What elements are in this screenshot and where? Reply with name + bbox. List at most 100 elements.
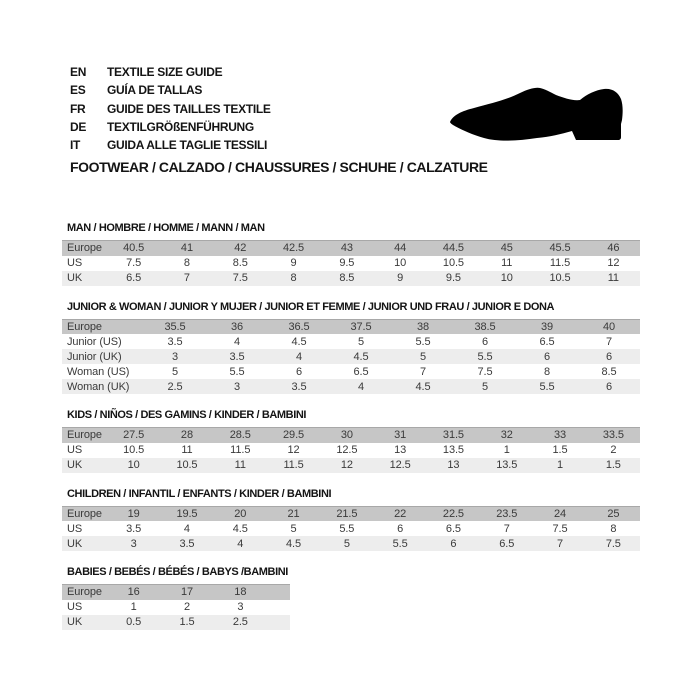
size-cell: 10.5 bbox=[442, 257, 464, 269]
size-row: US 7.5 8 8.5 9 9.5 10 10.5 11 11.5 12 bbox=[62, 256, 640, 271]
size-cell: 17 bbox=[160, 584, 214, 600]
size-cell: 41 bbox=[160, 240, 214, 256]
size-cell: 21 bbox=[266, 506, 321, 521]
size-cell: 22 bbox=[373, 506, 427, 521]
size-cell: 10.5 bbox=[123, 444, 145, 456]
language-row: EN TEXTILE SIZE GUIDE bbox=[70, 63, 271, 81]
size-cell: 7 bbox=[419, 365, 427, 378]
size-cell: 10 bbox=[480, 270, 534, 286]
size-cell: 11.5 bbox=[230, 444, 251, 456]
row-label: UK bbox=[62, 270, 107, 286]
size-cell: 16 bbox=[107, 584, 161, 600]
size-table-children: Europe 19 19.5 20 21 21.5 22 22.5 23.5 24 25 US 3.5 4… bbox=[62, 506, 640, 551]
table-section-junior-woman: JUNIOR & WOMAN / JUNIOR Y MUJER / JUNIOR… bbox=[62, 300, 640, 394]
size-cell: 3 bbox=[144, 349, 206, 364]
size-cell: 6.5 bbox=[539, 335, 555, 348]
size-cell: 3.5 bbox=[126, 522, 142, 535]
size-cell: 10.5 bbox=[533, 270, 587, 286]
size-cell: 27.5 bbox=[107, 427, 161, 443]
row-label: US bbox=[67, 444, 83, 456]
size-cell: 5 bbox=[290, 522, 297, 535]
language-label: GUÍA DE TALLAS bbox=[107, 83, 203, 98]
size-cell: 6.5 bbox=[107, 270, 161, 286]
size-cell: 19.5 bbox=[160, 506, 214, 521]
size-cell: 6 bbox=[481, 335, 489, 348]
size-cell: 29.5 bbox=[266, 427, 321, 443]
size-table-man: Europe 40.5 41 42 42.5 43 44 44.5 45 45.5 46 US 7.5 8… bbox=[62, 240, 640, 286]
size-row: Junior (UK) 3 3.5 4 4.5 5 5.5 6 6 bbox=[62, 349, 640, 364]
size-cell: 5 bbox=[320, 536, 374, 551]
size-cell: 4.5 bbox=[330, 349, 392, 364]
size-cell: 12 bbox=[607, 257, 620, 269]
size-cell: 9 bbox=[290, 257, 297, 269]
size-row: Europe 16 17 18 bbox=[62, 584, 290, 600]
size-cell: 4 bbox=[183, 522, 190, 535]
size-cell: 6 bbox=[426, 536, 481, 551]
size-cell: 33.5 bbox=[586, 427, 640, 443]
size-cell: 11.5 bbox=[549, 257, 571, 269]
size-cell: 42 bbox=[213, 240, 267, 256]
size-cell: 10 bbox=[394, 257, 407, 269]
size-cell: 4.5 bbox=[266, 536, 321, 551]
size-cell: 3.5 bbox=[167, 335, 183, 348]
size-cell: 7 bbox=[160, 270, 214, 286]
size-row: Junior (US) 3.5 4 4.5 5 5.5 6 6.5 7 bbox=[62, 334, 640, 349]
language-row: DE TEXTILGRÖßENFÜHRUNG bbox=[70, 118, 271, 136]
size-row: Europe 40.5 41 42 42.5 43 44 44.5 45 45.5 46 bbox=[62, 240, 640, 256]
size-cell: 3.5 bbox=[160, 536, 214, 551]
row-label: UK bbox=[62, 614, 107, 630]
size-cell: 5.5 bbox=[454, 349, 516, 364]
size-cell: 12 bbox=[287, 444, 300, 456]
size-cell: 4 bbox=[233, 335, 241, 348]
row-label: Europe bbox=[62, 319, 144, 334]
table-title: MAN / HOMBRE / HOMME / MANN / MAN bbox=[67, 222, 265, 234]
size-cell: 31 bbox=[373, 427, 427, 443]
language-code: ES bbox=[70, 83, 86, 98]
size-cell: 6.5 bbox=[445, 522, 461, 535]
size-cell: 6 bbox=[397, 522, 404, 535]
size-cell: 9 bbox=[373, 270, 427, 286]
size-cell: 4 bbox=[330, 379, 392, 394]
size-cell: 5.5 bbox=[516, 379, 578, 394]
row-label: Europe bbox=[62, 240, 107, 256]
size-cell: 6 bbox=[516, 349, 578, 364]
language-row: ES GUÍA DE TALLAS bbox=[70, 81, 271, 99]
table-title: KIDS / NIÑOS / DES GAMINS / KINDER / BAM… bbox=[67, 409, 307, 421]
language-row: FR GUIDE DES TAILLES TEXTILE bbox=[70, 100, 271, 118]
size-cell: 28 bbox=[160, 427, 214, 443]
size-cell: 4.5 bbox=[392, 379, 454, 394]
size-cell: 43 bbox=[320, 240, 374, 256]
size-cell: 44.5 bbox=[426, 240, 481, 256]
size-cell: 32 bbox=[480, 427, 534, 443]
size-cell: 39 bbox=[516, 319, 578, 334]
size-cell: 7.5 bbox=[552, 522, 568, 535]
size-cell: 20 bbox=[213, 506, 267, 521]
size-row: US 1 2 3 bbox=[62, 600, 290, 615]
language-row: IT GUIDA ALLE TAGLIE TESSILI bbox=[70, 136, 271, 154]
size-table-junior-woman: Europe 35.5 36 36.5 37.5 38 38.5 39 40 Junior (US… bbox=[62, 319, 640, 394]
size-cell: 4.5 bbox=[232, 522, 248, 535]
size-cell: 5.5 bbox=[373, 536, 427, 551]
row-label: US bbox=[67, 601, 83, 613]
size-cell: 9.5 bbox=[426, 270, 481, 286]
size-cell: 28.5 bbox=[213, 427, 267, 443]
size-cell: 40.5 bbox=[107, 240, 161, 256]
row-label: Woman (US) bbox=[67, 365, 130, 378]
size-cell: 10.5 bbox=[160, 457, 214, 473]
size-cell: 5.5 bbox=[415, 335, 431, 348]
size-cell: 13.5 bbox=[480, 457, 534, 473]
size-cell: 36.5 bbox=[268, 319, 330, 334]
size-cell: 5.5 bbox=[229, 365, 245, 378]
row-label: US bbox=[67, 257, 83, 269]
size-cell: 6 bbox=[578, 349, 640, 364]
size-cell: 6.5 bbox=[353, 365, 369, 378]
language-code: EN bbox=[70, 65, 87, 79]
size-cell: 8.5 bbox=[601, 365, 617, 378]
table-title: JUNIOR & WOMAN / JUNIOR Y MUJER / JUNIOR… bbox=[67, 300, 555, 313]
size-cell: 2.5 bbox=[213, 614, 267, 630]
size-cell: 23.5 bbox=[480, 506, 534, 521]
size-cell: 1 bbox=[130, 601, 137, 613]
size-cell: 5.5 bbox=[339, 522, 355, 535]
row-label: UK bbox=[62, 457, 107, 473]
size-cell: 6.5 bbox=[480, 536, 534, 551]
